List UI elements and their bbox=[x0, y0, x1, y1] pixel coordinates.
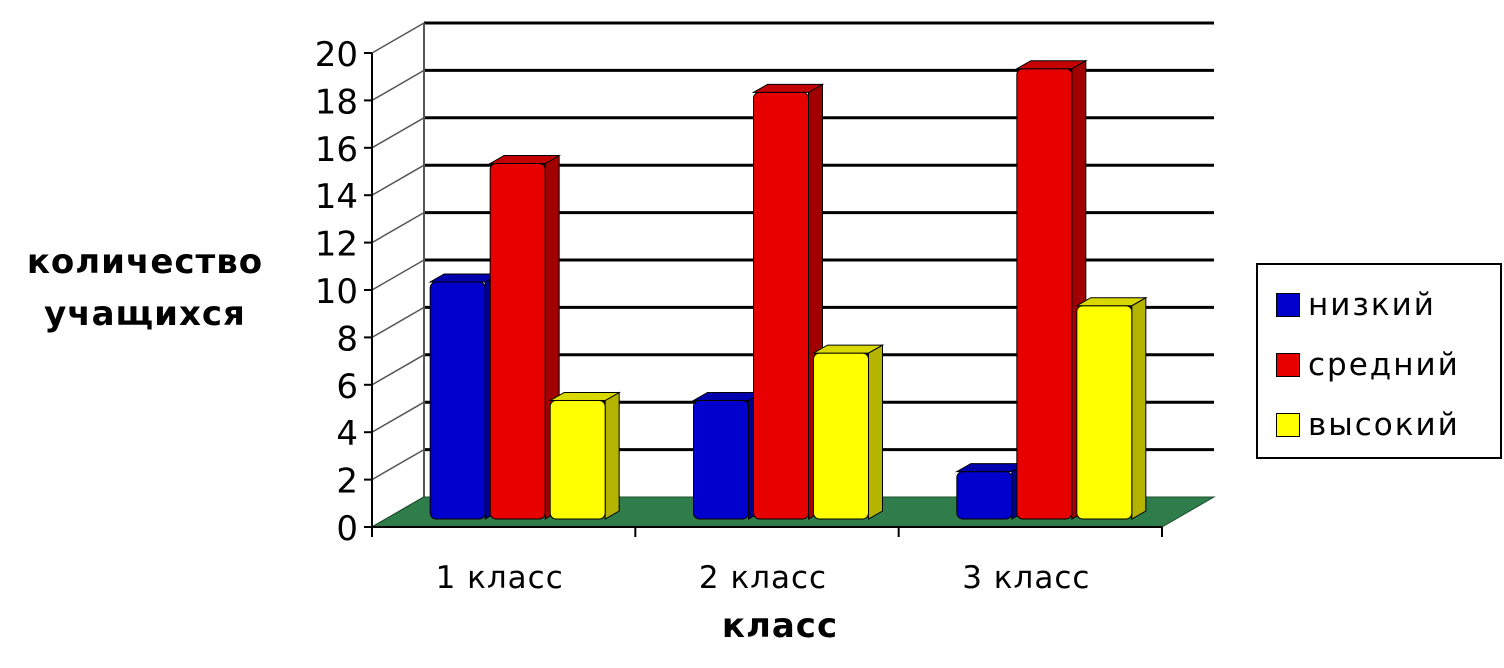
bar-medium-class-1 bbox=[489, 163, 546, 520]
y-tick-label-4: 4 bbox=[336, 414, 358, 454]
bar-medium-class-2 bbox=[753, 91, 809, 520]
y-tick-label-16: 16 bbox=[315, 130, 358, 170]
bar-high-class-1-top bbox=[548, 392, 622, 401]
y-tick-label-0: 0 bbox=[336, 509, 358, 549]
y-tick-label-6: 6 bbox=[336, 367, 358, 407]
gridline-side-6 bbox=[371, 354, 425, 386]
y-tick-label-10: 10 bbox=[315, 272, 358, 312]
x-axis-label: класс bbox=[721, 606, 839, 646]
y-tick-label-8: 8 bbox=[336, 319, 358, 359]
bar-high-class-3-side bbox=[1131, 296, 1147, 520]
legend-swatch-medium bbox=[1276, 353, 1300, 377]
y-tick-label-2: 2 bbox=[336, 462, 358, 502]
y-tick-label-12: 12 bbox=[315, 225, 358, 265]
legend-label-medium: средний bbox=[1308, 347, 1460, 383]
y-tick-label-18: 18 bbox=[315, 82, 358, 122]
gridline-side-8 bbox=[371, 306, 425, 339]
legend-swatch-low bbox=[1276, 293, 1300, 317]
bar-high-class-2-top bbox=[811, 344, 885, 354]
legend-label-high: высокий bbox=[1308, 407, 1460, 443]
y-tick-label-14: 14 bbox=[315, 177, 358, 217]
gridline-side-20 bbox=[371, 22, 425, 54]
bar-high-class-2-side bbox=[868, 344, 883, 520]
y-axis-label-line-2: учащихся bbox=[44, 294, 246, 334]
legend-swatch-high bbox=[1276, 413, 1300, 437]
gridline-side-4 bbox=[371, 401, 425, 433]
bar-high-class-3 bbox=[1076, 305, 1133, 520]
gridline-side-16 bbox=[371, 117, 425, 149]
y-axis-label-line-1: количество bbox=[26, 242, 264, 282]
bar-medium-class-1-top bbox=[488, 155, 562, 164]
x-tick-label-class-2: 2 класс bbox=[699, 560, 827, 596]
gridline-side-10 bbox=[371, 259, 425, 291]
legend: низкий средний высокий bbox=[1256, 263, 1502, 459]
legend-item-high: высокий bbox=[1276, 395, 1500, 455]
bar-high-class-2 bbox=[813, 352, 869, 520]
bar-medium-class-3 bbox=[1016, 68, 1073, 520]
y-axis-label: количество учащихся bbox=[0, 236, 290, 340]
x-tick-label-class-3: 3 класс bbox=[962, 560, 1090, 596]
bar-low-class-2 bbox=[693, 400, 749, 520]
bar-high-class-1 bbox=[549, 400, 606, 520]
x-tick-label-class-1: 1 класс bbox=[436, 560, 564, 596]
bar-high-class-3-top bbox=[1074, 297, 1148, 307]
bar-low-class-3 bbox=[956, 471, 1013, 520]
bar-medium-class-2-top bbox=[751, 83, 825, 93]
legend-item-low: низкий bbox=[1276, 275, 1500, 335]
gridline-side-2 bbox=[371, 448, 425, 481]
legend-label-low: низкий bbox=[1308, 287, 1436, 323]
gridline-side-18 bbox=[371, 69, 425, 102]
gridline-side-14 bbox=[371, 164, 425, 196]
legend-item-medium: средний bbox=[1276, 335, 1500, 395]
bar-low-class-1 bbox=[429, 281, 486, 520]
y-tick-label-20: 20 bbox=[315, 35, 358, 75]
bar-medium-class-3-top bbox=[1014, 60, 1088, 70]
gridline-side-12 bbox=[371, 211, 425, 244]
bar-high-class-1-side bbox=[604, 391, 620, 520]
